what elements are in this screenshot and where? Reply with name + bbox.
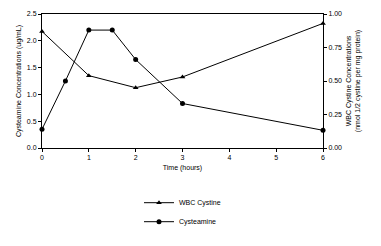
- svg-text:Time (hours): Time (hours): [163, 164, 202, 172]
- svg-text:0: 0: [40, 154, 44, 161]
- svg-text:6: 6: [321, 154, 325, 161]
- svg-text:1: 1: [87, 154, 91, 161]
- svg-text:2.5: 2.5: [27, 10, 37, 17]
- svg-text:0.00: 0.00: [328, 144, 342, 151]
- svg-text:0.5: 0.5: [27, 118, 37, 125]
- svg-text:3: 3: [181, 154, 185, 161]
- svg-text:WBC Cystine: WBC Cystine: [179, 199, 221, 207]
- svg-text:WBC Cystine Concentrations(nmo: WBC Cystine Concentrations(nmol 1/2 cyst…: [345, 30, 362, 132]
- svg-text:1.0: 1.0: [27, 91, 37, 98]
- svg-text:Cysteamine: Cysteamine: [179, 218, 216, 226]
- svg-text:5: 5: [274, 154, 278, 161]
- svg-text:1.00: 1.00: [328, 10, 342, 17]
- svg-text:4: 4: [227, 154, 231, 161]
- svg-text:0.25: 0.25: [328, 111, 342, 118]
- svg-text:Cysteamine Concentrations (ug/: Cysteamine Concentrations (ug/mL): [15, 25, 23, 137]
- svg-text:0.50: 0.50: [328, 77, 342, 84]
- svg-text:0.0: 0.0: [27, 144, 37, 151]
- svg-text:1.5: 1.5: [27, 64, 37, 71]
- svg-text:2.0: 2.0: [27, 37, 37, 44]
- svg-text:2: 2: [134, 154, 138, 161]
- svg-text:0.75: 0.75: [328, 44, 342, 51]
